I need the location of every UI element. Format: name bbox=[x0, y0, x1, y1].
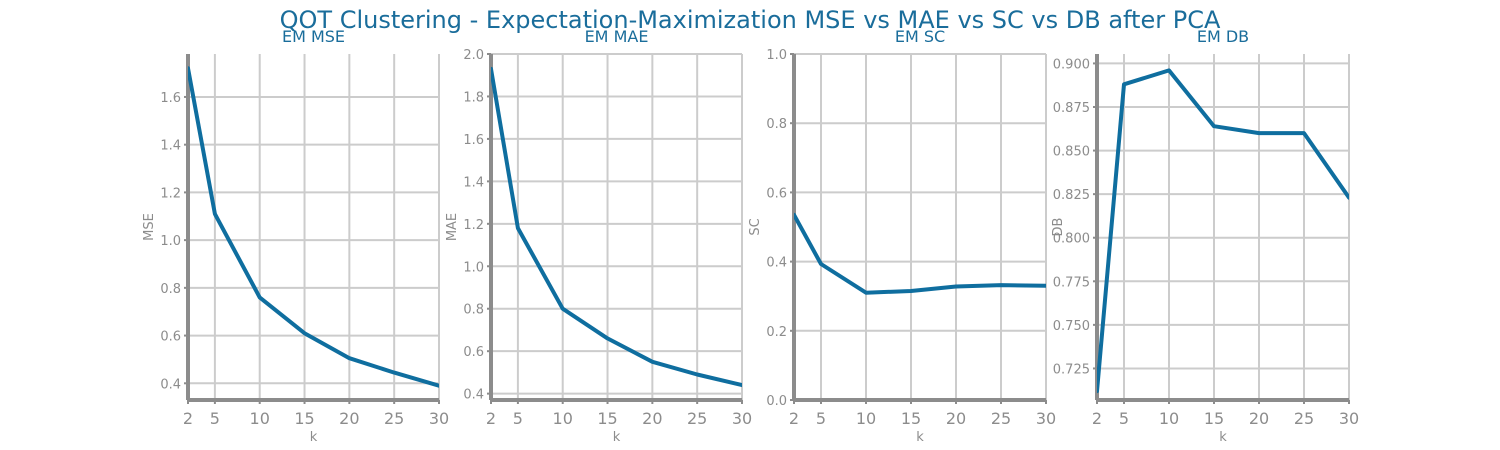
x-tick-label: 25 bbox=[384, 409, 404, 428]
y-tick-label: 0.4 bbox=[160, 377, 181, 392]
y-axis-label: SC bbox=[748, 218, 763, 235]
x-tick-label: 10 bbox=[553, 409, 573, 428]
y-tick-label: 0.750 bbox=[1053, 319, 1090, 334]
y-tick-label: 0.4 bbox=[766, 256, 787, 271]
y-tick-label: 0.825 bbox=[1053, 188, 1090, 203]
x-tick-label: 30 bbox=[1339, 409, 1359, 428]
x-tick-label: 5 bbox=[513, 409, 523, 428]
subplot-1: 2 5 10 15 20 25 30 0.4 0.6 0.8 1.0 1.2 1.4 1.6 EM MSE k… bbox=[142, 27, 449, 445]
x-tick-label: 25 bbox=[687, 409, 707, 428]
y-tick-label: 0.0 bbox=[766, 394, 787, 409]
subplot-title: EM MAE bbox=[585, 27, 649, 46]
x-tick-label: 2 bbox=[1092, 409, 1102, 428]
y-tick-label: 0.800 bbox=[1053, 232, 1090, 247]
x-axis-label: k bbox=[1219, 430, 1227, 445]
subplot-title: EM SC bbox=[895, 27, 945, 46]
subplot-4: 2 5 10 15 20 25 30 0.725 0.750 0.775 0.800 0.825 0.8… bbox=[1051, 27, 1359, 445]
series-line bbox=[1097, 68, 1349, 394]
y-axis-label: MAE bbox=[445, 213, 460, 241]
y-tick-label: 0.6 bbox=[160, 330, 181, 345]
x-tick-label: 5 bbox=[816, 409, 826, 428]
y-tick-label: 0.2 bbox=[766, 325, 787, 340]
x-tick-label: 15 bbox=[1204, 409, 1224, 428]
x-tick-label: 30 bbox=[732, 409, 752, 428]
x-tick-label: 25 bbox=[1294, 409, 1314, 428]
y-tick-label: 0.8 bbox=[766, 117, 787, 132]
y-tick-label: 1.0 bbox=[463, 260, 484, 275]
y-tick-label: 0.875 bbox=[1053, 101, 1090, 116]
y-axis-label: DB bbox=[1051, 218, 1066, 237]
y-tick-label: 0.8 bbox=[160, 282, 181, 297]
x-tick-label: 2 bbox=[789, 409, 799, 428]
y-tick-label: 1.4 bbox=[463, 175, 484, 190]
x-tick-label: 5 bbox=[1119, 409, 1129, 428]
x-tick-label: 2 bbox=[183, 409, 193, 428]
x-tick-label: 5 bbox=[210, 409, 220, 428]
figure-title: QOT Clustering - Expectation-Maximizatio… bbox=[280, 6, 1221, 34]
y-tick-label: 0.8 bbox=[463, 303, 484, 318]
y-tick-label: 1.0 bbox=[160, 234, 181, 249]
x-tick-label: 20 bbox=[1249, 409, 1269, 428]
subplot-title: EM MSE bbox=[282, 27, 345, 46]
x-axis-label: k bbox=[916, 430, 924, 445]
y-tick-label: 1.0 bbox=[766, 48, 787, 63]
y-tick-label: 0.6 bbox=[463, 345, 484, 360]
x-tick-label: 10 bbox=[1159, 409, 1179, 428]
series-line bbox=[491, 66, 742, 388]
x-tick-label: 20 bbox=[339, 409, 359, 428]
panels: 2 5 10 15 20 25 300.40.60.81.01.21.41.6EM MSEk… bbox=[142, 27, 1359, 445]
y-tick-label: 1.8 bbox=[463, 90, 484, 105]
y-tick-label: 1.6 bbox=[160, 91, 181, 106]
x-axis-label: k bbox=[613, 430, 621, 445]
series-line bbox=[794, 212, 1046, 295]
x-axis-label: k bbox=[310, 430, 318, 445]
y-axis-label: MSE bbox=[142, 213, 157, 241]
x-tick-label: 15 bbox=[901, 409, 921, 428]
x-tick-label: 20 bbox=[642, 409, 662, 428]
y-tick-label: 0.850 bbox=[1053, 145, 1090, 160]
x-tick-label: 15 bbox=[597, 409, 617, 428]
x-tick-label: 25 bbox=[991, 409, 1011, 428]
subplot-3: 2 5 10 15 20 25 30 0.0 0.2 0.4 0.6 0.8 1.0 EM SC k SC bbox=[748, 27, 1056, 445]
y-tick-label: 1.4 bbox=[160, 139, 181, 154]
x-tick-label: 2 bbox=[486, 409, 496, 428]
y-tick-label: 1.2 bbox=[463, 218, 484, 233]
y-tick-label: 1.2 bbox=[160, 186, 181, 201]
y-tick-label: 0.775 bbox=[1053, 275, 1090, 290]
subplot-title: EM DB bbox=[1197, 27, 1249, 46]
x-tick-label: 30 bbox=[429, 409, 449, 428]
x-tick-label: 30 bbox=[1036, 409, 1056, 428]
y-tick-label: 0.6 bbox=[766, 186, 787, 201]
x-tick-label: 10 bbox=[856, 409, 876, 428]
y-tick-label: 0.725 bbox=[1053, 362, 1090, 377]
y-tick-label: 1.6 bbox=[463, 133, 484, 148]
y-tick-label: 2.0 bbox=[463, 48, 484, 63]
x-tick-label: 20 bbox=[946, 409, 966, 428]
series-line bbox=[188, 66, 439, 388]
x-tick-label: 10 bbox=[250, 409, 270, 428]
x-tick-label: 15 bbox=[294, 409, 314, 428]
y-tick-label: 0.900 bbox=[1053, 57, 1090, 72]
y-tick-label: 0.4 bbox=[463, 388, 484, 403]
subplot-2: 2 5 10 15 20 25 30 0.4 0.6 0.8 1.0 1.2 1.4 1.6 1.8 2.0 E… bbox=[445, 27, 752, 445]
